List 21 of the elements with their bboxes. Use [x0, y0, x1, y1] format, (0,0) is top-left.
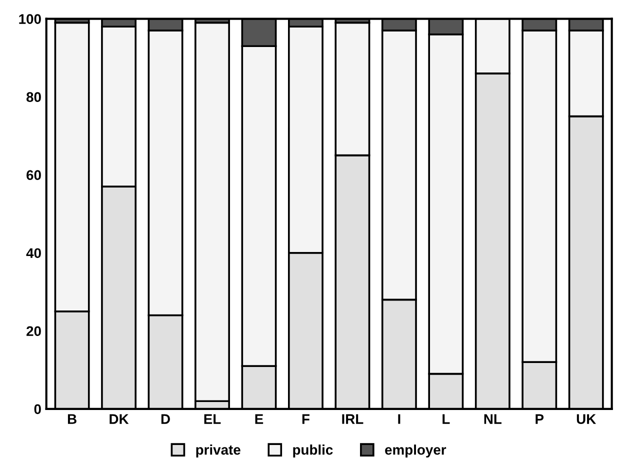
- y-tick-label: 20: [26, 326, 41, 336]
- legend-label: private: [196, 444, 240, 458]
- legend-label: employer: [385, 444, 446, 458]
- y-tick-label: 60: [26, 170, 41, 180]
- y-tick-label: 100: [19, 14, 41, 24]
- x-tick-label: B: [68, 414, 76, 424]
- y-tick-label: 0: [34, 404, 41, 414]
- x-tick-label: F: [302, 414, 310, 424]
- y-tick-label: 40: [26, 248, 41, 258]
- x-tick-label: EL: [204, 414, 221, 424]
- x-tick-label: IRL: [342, 414, 364, 424]
- y-tick-label: 80: [26, 92, 41, 102]
- legend-label: public: [293, 444, 333, 458]
- x-tick-label: P: [536, 414, 544, 424]
- x-tick-label: I: [398, 414, 400, 424]
- x-tick-label: D: [161, 414, 170, 424]
- x-tick-label: DK: [110, 414, 129, 424]
- x-tick-label: L: [442, 414, 450, 424]
- x-tick-label: E: [255, 414, 264, 424]
- x-tick-label: NL: [484, 414, 502, 424]
- x-tick-label: UK: [576, 414, 596, 424]
